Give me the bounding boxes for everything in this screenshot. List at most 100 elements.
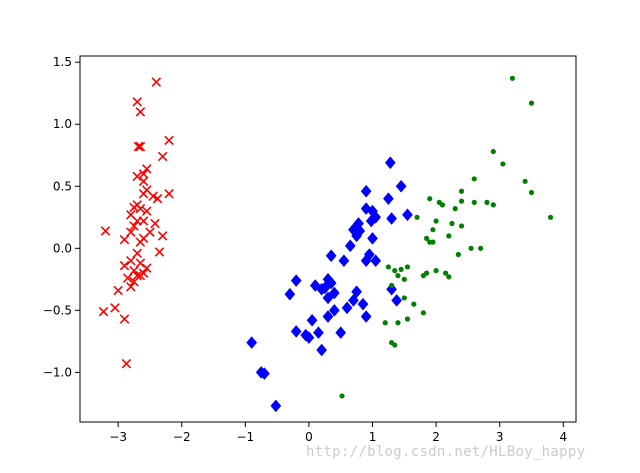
series-1-point — [316, 343, 328, 357]
series-2-point — [398, 266, 404, 272]
series-0-point — [138, 169, 149, 179]
series-1-point — [306, 313, 318, 327]
series-1-point — [325, 249, 337, 263]
series-0-point — [119, 234, 130, 245]
series-2-point — [455, 251, 461, 258]
series-0-point — [119, 314, 130, 324]
series-2-point — [401, 276, 407, 282]
series-2-point — [443, 270, 449, 276]
series-1-point — [365, 214, 377, 228]
series-2-point — [458, 188, 465, 194]
series-1-point — [360, 202, 372, 215]
series-0-point — [113, 285, 123, 296]
series-2-point — [404, 316, 411, 322]
x-tick-label: 0 — [305, 430, 313, 444]
series-2-point — [490, 202, 496, 208]
series-1-point — [322, 291, 334, 305]
x-tick-label: 3 — [496, 430, 504, 444]
series-2-point — [395, 320, 401, 326]
series-2-point — [427, 196, 433, 202]
series-0-point — [157, 151, 168, 162]
series-0-point — [135, 107, 146, 117]
series-0-point — [150, 218, 160, 229]
series-0-point — [138, 176, 149, 187]
series-0-point — [138, 216, 149, 226]
series-2-point — [436, 199, 442, 205]
y-axis: −1.0 −0.5 0.0 0.5 1.0 1.5 — [43, 55, 80, 379]
series-1-point — [335, 326, 347, 340]
series-1-point — [357, 297, 369, 311]
series-2-point — [478, 245, 484, 251]
series-0-point — [133, 141, 144, 152]
series-1-point — [386, 212, 398, 225]
series-0-point — [157, 231, 168, 241]
x-axis: −3 −2 −1 0 1 2 3 4 — [109, 422, 567, 444]
series-0-point — [100, 226, 111, 236]
series-0-point — [135, 141, 146, 152]
series-2-point — [458, 223, 465, 229]
series-1-point — [386, 282, 398, 296]
series-0-point — [164, 135, 174, 146]
series-1-point — [402, 208, 413, 222]
series-2-point — [446, 274, 452, 280]
series-1-point — [338, 254, 350, 268]
series-2-point — [452, 206, 458, 212]
series-2-point — [484, 199, 490, 205]
series-2-point — [392, 268, 398, 274]
series-1-point — [303, 331, 315, 345]
series-2-point — [382, 320, 388, 326]
series-1-point — [395, 179, 407, 193]
y-tick-label: 1.5 — [53, 55, 72, 69]
series-0-point — [164, 188, 174, 199]
series-1-point — [354, 224, 366, 238]
series-0-point — [138, 188, 149, 199]
series-1-point — [348, 294, 359, 307]
series-1-point — [322, 310, 334, 323]
series-1-point — [313, 326, 324, 340]
series-0-point — [154, 247, 165, 257]
watermark-text: http://blog.csdn.net/HLBoy_happy — [306, 444, 586, 460]
x-tick-label: −2 — [173, 430, 191, 444]
series-2-point — [392, 342, 398, 348]
series-0-point — [135, 203, 146, 214]
series-2-point — [522, 178, 528, 184]
series-2-point — [395, 273, 401, 279]
series-0-point — [142, 164, 152, 174]
y-tick-label: −0.5 — [43, 303, 72, 317]
series-0-point — [126, 282, 136, 292]
series-2-point — [423, 270, 430, 276]
series-2-point — [423, 235, 430, 241]
series-1-point — [360, 184, 372, 198]
y-tick-label: −1.0 — [43, 365, 72, 379]
series-1-point — [370, 254, 382, 268]
x-tick-label: −3 — [109, 430, 127, 444]
series-2-point — [401, 295, 407, 301]
series-1-point — [382, 192, 394, 206]
y-tick-label: 0.5 — [53, 179, 72, 193]
series-2-point — [528, 189, 535, 196]
series-2-point — [446, 233, 452, 239]
series-0-point — [119, 260, 130, 271]
series-0-point — [122, 273, 133, 283]
series-1-point — [325, 276, 337, 290]
series-2-point — [449, 220, 455, 227]
x-tick-label: 1 — [369, 430, 377, 444]
series-2-point — [411, 301, 417, 307]
series-2-point — [430, 227, 436, 233]
series-0-point — [142, 206, 152, 216]
series-2-point — [500, 161, 506, 167]
series-2-point — [471, 199, 477, 205]
series-1-point — [384, 156, 396, 170]
series-2-point — [468, 245, 474, 251]
series-1-point — [284, 287, 296, 301]
series-2-point — [547, 214, 554, 220]
series-0-point — [110, 303, 120, 313]
series-2-point — [458, 198, 465, 204]
series-0-point — [135, 270, 146, 281]
series-2-point — [339, 393, 345, 399]
series-1-point — [246, 336, 258, 349]
series-0-point — [126, 255, 136, 266]
series-0-point — [135, 237, 146, 247]
x-tick-label: 4 — [559, 430, 567, 444]
